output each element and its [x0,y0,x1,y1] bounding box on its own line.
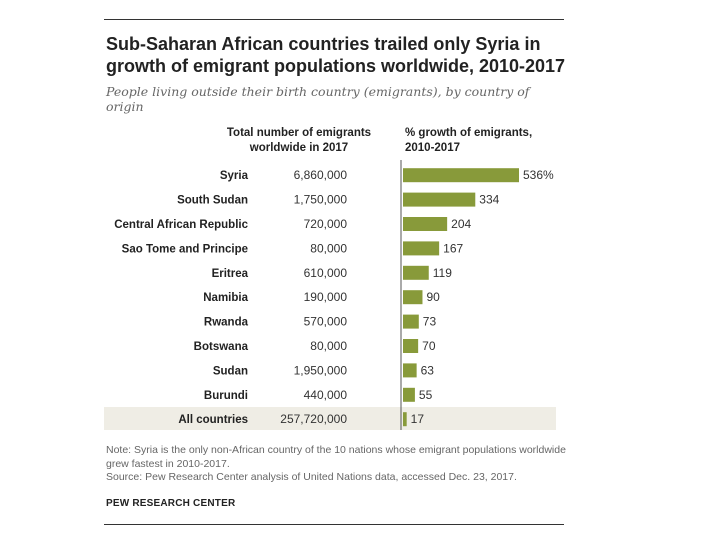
category-label: Sudan [213,365,248,377]
growth-value-label: 55 [419,388,433,402]
growth-value-label: 204 [451,217,471,231]
growth-bar [403,387,415,402]
growth-bar [403,192,476,207]
growth-bar [403,265,429,280]
emigrants-value-label: 1,950,000 [294,363,348,377]
growth-bar [403,290,423,305]
category-label: South Sudan [177,195,248,207]
growth-bar [403,241,440,256]
growth-column-header: % growth of emigrants, 2010-2017 [405,127,533,154]
all-countries-row-highlight [104,407,556,430]
growth-value-label: 70 [422,339,436,353]
growth-bar [403,412,407,427]
category-label: Central African Republic [114,219,248,231]
top-rule [104,19,564,20]
growth-value-label: 90 [426,290,440,304]
emigrants-value-label: 1,750,000 [294,193,348,207]
bottom-rule [104,524,564,525]
chart-subtitle: People living outside their birth countr… [106,84,530,114]
growth-value-label: 17 [411,412,425,426]
growth-bar [403,217,448,231]
growth-value-label: 334 [479,193,499,207]
growth-value-label: 119 [433,266,452,280]
emigrants-value-label: 80,000 [310,241,347,255]
note-text: Note: Syria is the only non-African coun… [106,444,566,470]
category-label: All countries [178,414,248,426]
chart-notes: Note: Syria is the only non-African coun… [106,444,576,485]
emigrants-value-label: 80,000 [310,339,347,353]
category-label: Syria [220,170,249,182]
growth-value-label: 536% [523,168,554,182]
emigrants-value-label: 190,000 [304,290,348,304]
category-label: Rwanda [204,317,249,329]
emigrants-value-label: 720,000 [304,217,348,231]
growth-value-label: 167 [443,241,463,255]
growth-bar [403,339,419,353]
growth-bar [403,314,419,329]
category-label: Sao Tome and Principe [122,243,248,255]
bar-chart: Syria 6,860,000 536% South Sudan 1,750,000 33… [104,160,556,430]
category-label: Namibia [203,292,248,304]
category-label: Botswana [194,341,249,353]
emigrants-value-label: 440,000 [304,388,348,402]
pew-logo-text: PEW RESEARCH CENTER [106,498,236,509]
chart-title: Sub-Saharan African countries trailed on… [106,34,566,76]
emigrants-value-label: 610,000 [304,266,348,280]
growth-bar [403,363,417,378]
emigrants-value-label: 6,860,000 [294,168,348,182]
category-label: Burundi [204,390,248,402]
growth-bar [403,168,519,183]
emigrants-value-label: 570,000 [304,315,348,329]
emigrants-value-label: 257,720,000 [280,412,347,426]
source-text: Source: Pew Research Center analysis of … [106,471,517,483]
category-label: Eritrea [212,268,249,280]
growth-value-label: 73 [423,315,437,329]
emigrants-column-header: Total number of emigrants worldwide in 2… [226,127,372,154]
growth-value-label: 63 [421,363,435,377]
